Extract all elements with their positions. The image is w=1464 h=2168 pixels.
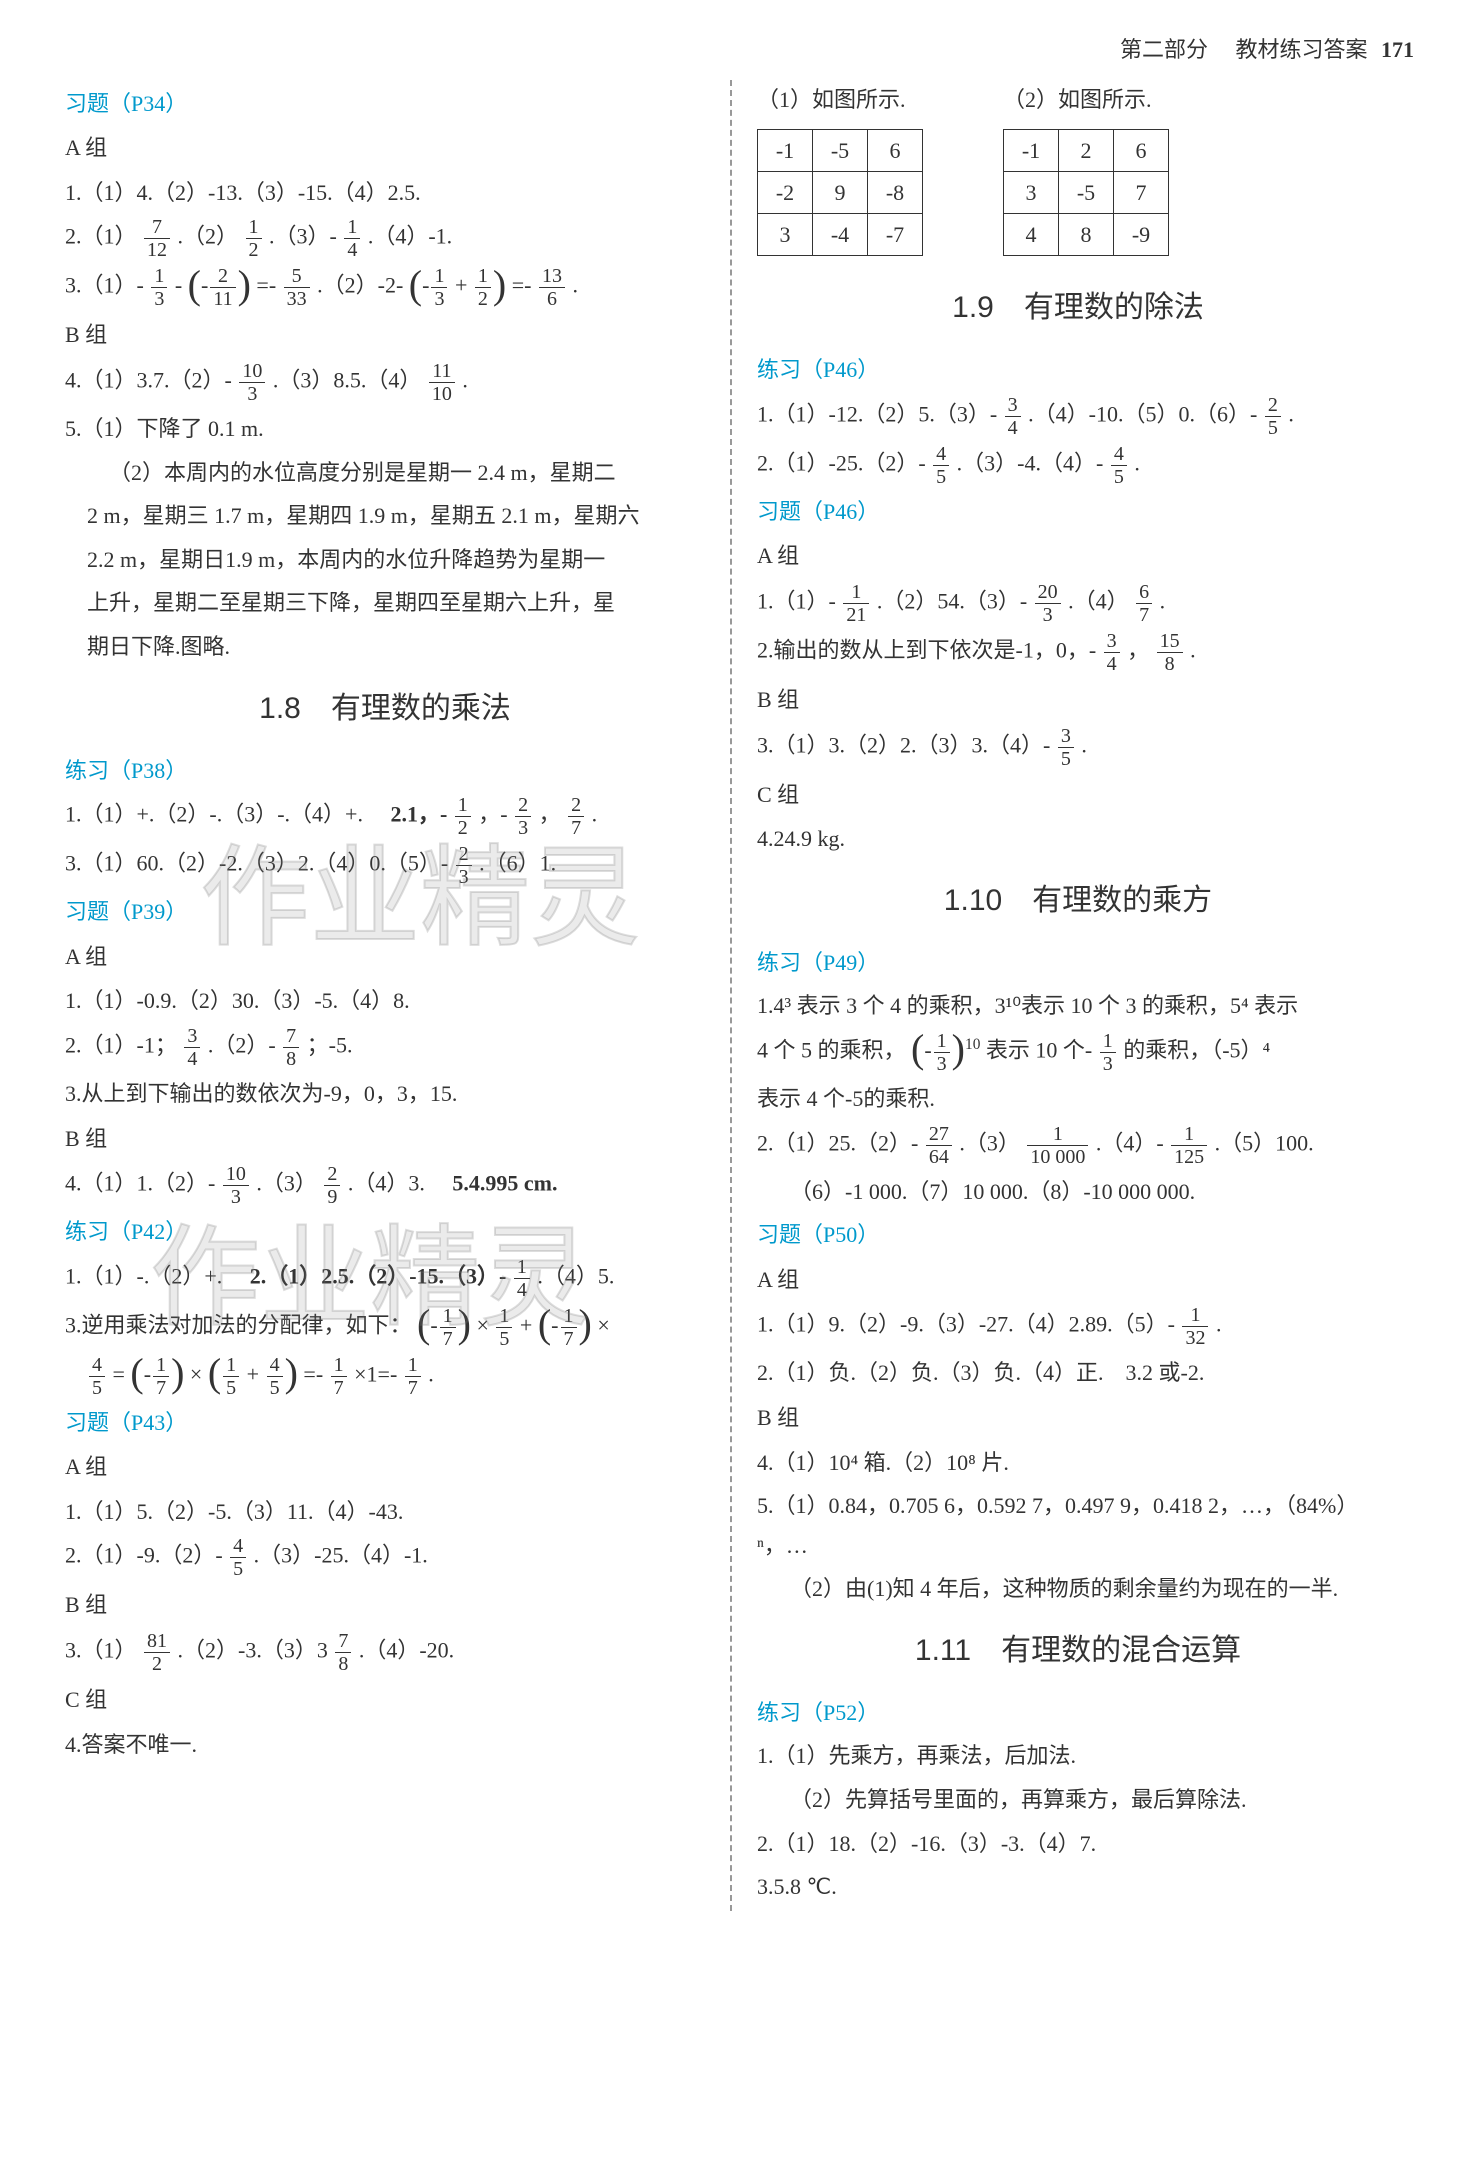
answer-line: 2.（1）18.（2）-16.（3）-3.（4）7. xyxy=(757,1824,1399,1864)
answer-line: 4.（1）3.7.（2）- 103 .（3）8.5.（4） 1110 . xyxy=(65,360,705,405)
table2-label: （2）如图所示. xyxy=(1003,80,1169,120)
magic-square-2: -126 3-57 48-9 xyxy=(1003,129,1169,256)
answer-line: 5.（1）0.84，0.705 6，0.592 7，0.497 9，0.418 … xyxy=(757,1486,1399,1565)
answer-line: 期日下降.图略. xyxy=(65,627,705,667)
answer-line: 1.（1）+.（2）-.（3）-.（4）+. 2.1，- 12 ，- 23 ， … xyxy=(65,794,705,839)
answer-line: 2.（1）-25.（2）- 45 .（3）-4.（4）- 45 . xyxy=(757,443,1399,488)
magic-squares: （1）如图所示. -1-56 -29-8 3-4-7 （2）如图所示. -126… xyxy=(757,80,1399,267)
answer-line: 1.（1）-12.（2）5.（3）- 34 .（4）-10.（5）0.（6）- … xyxy=(757,394,1399,439)
answer-line: 3.逆用乘法对加法的分配律，如下： (-17) × 15 + (-17) × xyxy=(65,1305,705,1350)
answer-line: 2.输出的数从上到下依次是-1，0，- 34 ， 158 . xyxy=(757,630,1399,675)
answer-line: 1.（1）-.（2）+. 2.（1）2.5.（2）-15.（3）- 14 .（4… xyxy=(65,1256,705,1301)
right-column: （1）如图所示. -1-56 -29-8 3-4-7 （2）如图所示. -126… xyxy=(732,80,1414,1911)
answer-line: 5.（1）下降了 0.1 m. xyxy=(65,409,705,449)
group-a: A 组 xyxy=(757,536,1399,576)
answer-line: 3.从上到下输出的数依次为-9，0，3，15. xyxy=(65,1074,705,1114)
group-a: A 组 xyxy=(757,1260,1399,1300)
answer-line: 3.（1）- 13 - (-211) =- 533 .（2）-2- (-13 +… xyxy=(65,265,705,310)
heading-lianxi-p52: 练习（P52） xyxy=(757,1693,1399,1733)
answer-line: 2.（1）-9.（2）- 45 .（3）-25.（4）-1. xyxy=(65,1535,705,1580)
group-b: B 组 xyxy=(757,680,1399,720)
answer-line: 1.（1）5.（2）-5.（3）11.（4）-43. xyxy=(65,1492,705,1532)
answer-line: 上升，星期二至星期三下降，星期四至星期六上升，星 xyxy=(65,583,705,623)
answer-line: 4.答案不唯一. xyxy=(65,1725,705,1765)
answer-line: 2 m，星期三 1.7 m，星期四 1.9 m，星期五 2.1 m，星期六 xyxy=(65,496,705,536)
group-c: C 组 xyxy=(65,1680,705,1720)
answer-line: 2.（1）25.（2）- 2764 .（3） 110 000 .（4）- 112… xyxy=(757,1123,1399,1168)
answer-line: （2）由(1)知 4 年后，这种物质的剩余量约为现在的一半. xyxy=(757,1569,1399,1609)
answer-line: （2）本周内的水位高度分别是星期一 2.4 m，星期二 xyxy=(65,453,705,493)
heading-xiti-p34: 习题（P34） xyxy=(65,84,705,124)
heading-lianxi-p49: 练习（P49） xyxy=(757,943,1399,983)
section-1-8: 1.8 有理数的乘法 xyxy=(65,682,705,736)
answer-line: 2.（1）-1； 34 .（2）- 78 ；-5. xyxy=(65,1025,705,1070)
answer-line: 3.（1）60.（2）-2.（3）2.（4）0.（5）- 23 .（6）1. xyxy=(65,843,705,888)
answer-line: 2.（1） 712 .（2） 12 .（3）- 14 .（4）-1. xyxy=(65,216,705,261)
answer-line: 2.2 m，星期日1.9 m，本周内的水位升降趋势为星期一 xyxy=(65,540,705,580)
heading-xiti-p50: 习题（P50） xyxy=(757,1215,1399,1255)
left-column: 习题（P34） A 组 1.（1）4.（2）-13.（3）-15.（4）2.5.… xyxy=(50,80,732,1911)
magic-square-1: -1-56 -29-8 3-4-7 xyxy=(757,129,923,256)
answer-line: （2）先算括号里面的，再算乘方，最后算除法. xyxy=(757,1780,1399,1820)
heading-xiti-p46: 习题（P46） xyxy=(757,492,1399,532)
section-1-11: 1.11 有理数的混合运算 xyxy=(757,1624,1399,1678)
answer-line: 4 个 5 的乘积， (-13)10 表示 10 个- 13 的乘积，（-5）⁴ xyxy=(757,1030,1399,1075)
page-number: 171 xyxy=(1381,37,1414,62)
answer-line: 4.24.9 kg. xyxy=(757,819,1399,859)
section-1-10: 1.10 有理数的乘方 xyxy=(757,874,1399,928)
answer-line: （6）-1 000.（7）10 000.（8）-10 000 000. xyxy=(757,1172,1399,1212)
group-b: B 组 xyxy=(65,1119,705,1159)
page-header: 第二部分 教材练习答案 171 xyxy=(50,30,1414,70)
table1-label: （1）如图所示. xyxy=(757,80,923,120)
heading-xiti-p43: 习题（P43） xyxy=(65,1403,705,1443)
heading-lianxi-p38: 练习（P38） xyxy=(65,751,705,791)
answer-line: 表示 4 个-5的乘积. xyxy=(757,1079,1399,1119)
group-b: B 组 xyxy=(65,315,705,355)
answer-line: 45 = (-17) × (15 + 45) =- 17 ×1=- 17 . xyxy=(65,1354,705,1399)
heading-xiti-p39: 习题（P39） xyxy=(65,892,705,932)
answer-line: 1.（1）先乘方，再乘法，后加法. xyxy=(757,1736,1399,1776)
answer-line: 4.（1）10⁴ 箱.（2）10⁸ 片. xyxy=(757,1443,1399,1483)
answer-line: 1.（1）4.（2）-13.（3）-15.（4）2.5. xyxy=(65,173,705,213)
answer-line: 1.（1）- 121 .（2）54.（3）- 203 .（4） 67 . xyxy=(757,581,1399,626)
heading-lianxi-p46: 练习（P46） xyxy=(757,350,1399,390)
group-c: C 组 xyxy=(757,775,1399,815)
header-title: 教材练习答案 xyxy=(1235,37,1367,62)
header-part: 第二部分 xyxy=(1120,37,1208,62)
answer-line: 1.4³ 表示 3 个 4 的乘积，3¹⁰表示 10 个 3 的乘积，5⁴ 表示 xyxy=(757,986,1399,1026)
answer-line: 1.（1）9.（2）-9.（3）-27.（4）2.89.（5）- 132 . xyxy=(757,1304,1399,1349)
group-b: B 组 xyxy=(757,1398,1399,1438)
heading-lianxi-p42: 练习（P42） xyxy=(65,1212,705,1252)
answer-line: 3.5.8 ℃. xyxy=(757,1867,1399,1907)
answer-line: 1.（1）-0.9.（2）30.（3）-5.（4）8. xyxy=(65,981,705,1021)
group-a: A 组 xyxy=(65,937,705,977)
group-b: B 组 xyxy=(65,1585,705,1625)
answer-line: 3.（1）3.（2）2.（3）3.（4）- 35 . xyxy=(757,725,1399,770)
answer-line: 2.（1）负.（2）负.（3）负.（4）正. 3.2 或-2. xyxy=(757,1353,1399,1393)
answer-line: 3.（1） 812 .（2）-3.（3）3 78 .（4）-20. xyxy=(65,1630,705,1675)
answer-line: 4.（1）1.（2）- 103 .（3） 29 .（4）3. 5.4.995 c… xyxy=(65,1163,705,1208)
group-a: A 组 xyxy=(65,128,705,168)
group-a: A 组 xyxy=(65,1447,705,1487)
section-1-9: 1.9 有理数的除法 xyxy=(757,281,1399,335)
